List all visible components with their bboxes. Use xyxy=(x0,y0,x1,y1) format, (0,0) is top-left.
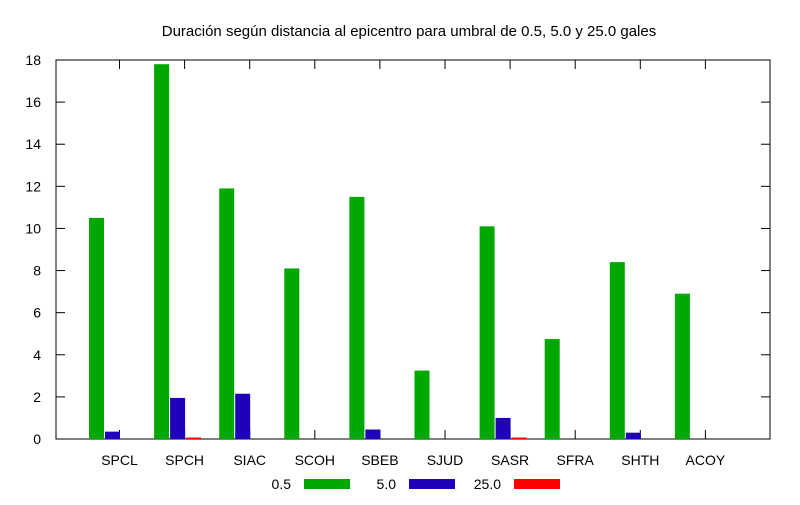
x-tick-label: SJUD xyxy=(427,452,464,468)
y-tick-label: 8 xyxy=(33,263,41,279)
bar-0.5-SPCH xyxy=(154,64,170,439)
bar-0.5-SFRA xyxy=(544,338,560,439)
bar-0.5-SHTH xyxy=(609,262,625,439)
x-tick-label: ACOY xyxy=(686,452,726,468)
y-tick-label: 18 xyxy=(25,52,41,68)
x-tick-label: SASR xyxy=(491,452,529,468)
bar-25.0-SASR xyxy=(511,437,527,439)
bar-0.5-SASR xyxy=(479,226,495,439)
legend: 0.5 5.0 25.0 xyxy=(272,476,560,492)
bar-0.5-SBEB xyxy=(349,196,365,439)
y-tick-label: 0 xyxy=(33,431,41,447)
bar-0.5-SJUD xyxy=(414,370,430,439)
x-tick-label: SCOH xyxy=(295,452,335,468)
bar-0.5-SIAC xyxy=(219,188,235,439)
bar-5.0-SIAC xyxy=(235,393,251,439)
plot-frame xyxy=(55,59,771,440)
legend-label-0.5: 0.5 xyxy=(272,476,292,492)
bar-5.0-SHTH xyxy=(625,432,641,439)
bar-25.0-SPCH xyxy=(186,437,202,439)
y-tick-label: 12 xyxy=(25,178,41,194)
bar-0.5-ACOY xyxy=(674,293,690,439)
x-tick-label: SHTH xyxy=(621,452,659,468)
legend-swatch-5.0 xyxy=(409,479,455,489)
y-tick-label: 10 xyxy=(25,220,41,236)
legend-label-5.0: 5.0 xyxy=(377,476,397,492)
y-axis: 0 2 4 6 8 10 12 14 16 18 xyxy=(25,52,770,447)
y-tick-label: 4 xyxy=(33,347,41,363)
y-tick-label: 16 xyxy=(25,94,41,110)
legend-swatch-25.0 xyxy=(514,479,560,489)
chart-title: Duración según distancia al epicentro pa… xyxy=(162,23,656,40)
bar-5.0-SPCL xyxy=(105,431,120,439)
x-tick-label: SIAC xyxy=(233,452,266,468)
y-tick-label: 6 xyxy=(33,305,41,321)
x-tick-label: SPCL xyxy=(101,452,138,468)
bar-0.5-SCOH xyxy=(284,268,300,439)
x-tick-label: SBEB xyxy=(361,452,398,468)
bar-0.5-SPCL xyxy=(89,217,104,439)
y-tick-label: 2 xyxy=(33,389,41,405)
legend-label-25.0: 25.0 xyxy=(474,476,501,492)
bar-5.0-SPCH xyxy=(170,397,186,439)
bars-group xyxy=(89,64,690,439)
x-axis: SPCL SPCH SIAC SCOH SBEB SJUD SASR SFRA SHTH ACOY xyxy=(101,60,726,468)
y-tick-label: 14 xyxy=(25,136,41,152)
x-tick-label: SPCH xyxy=(165,452,204,468)
bar-5.0-SASR xyxy=(495,417,511,439)
x-tick-label: SFRA xyxy=(557,452,595,468)
bar-5.0-SBEB xyxy=(365,429,381,439)
legend-swatch-0.5 xyxy=(304,479,350,489)
